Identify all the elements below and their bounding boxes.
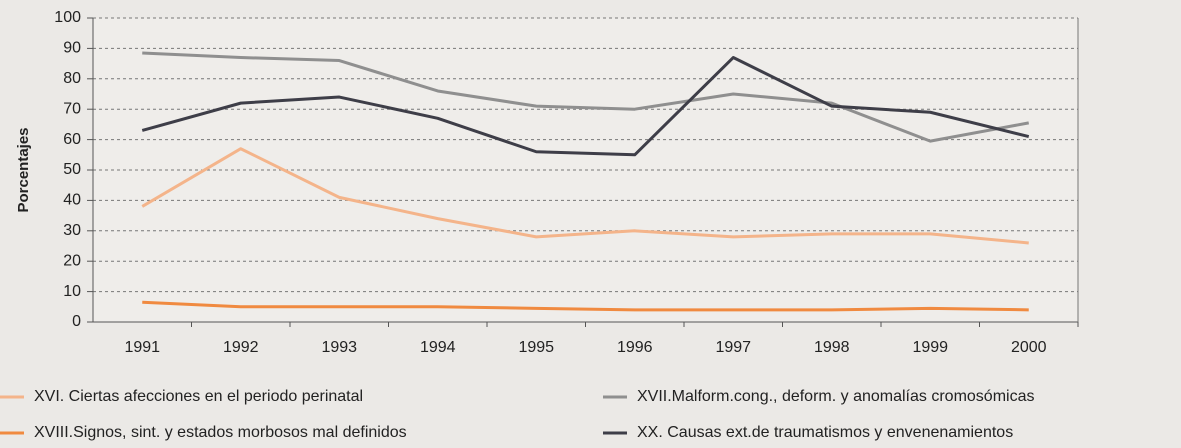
x-tick-label: 2000 — [1011, 339, 1047, 356]
y-tick-label: 0 — [72, 313, 81, 330]
y-tick-label: 100 — [54, 9, 81, 26]
y-tick-label: 60 — [63, 131, 81, 148]
y-axis-label: Porcentajes — [15, 127, 32, 212]
x-tick-label: 1997 — [715, 339, 751, 356]
legend-label: XX. Causas ext.de traumatismos y envenen… — [637, 424, 1013, 441]
legend-label: XVI. Ciertas afecciones en el periodo pe… — [34, 388, 363, 405]
x-tick-label: 1995 — [518, 339, 554, 356]
y-tick-label: 10 — [63, 283, 81, 300]
x-tick-label: 1996 — [617, 339, 653, 356]
series-line — [141, 56, 1030, 157]
x-tick-label: 1999 — [912, 339, 948, 356]
series-line — [142, 51, 1030, 143]
x-tick-label: 1993 — [321, 339, 357, 356]
legend-label: XVII.Malform.cong., deform. y anomalías … — [637, 388, 1034, 405]
y-tick-label: 70 — [63, 100, 81, 117]
y-tick-label: 90 — [63, 40, 81, 57]
x-tick-label: 1992 — [223, 339, 259, 356]
x-tick-label: 1991 — [124, 339, 160, 356]
y-tick-label: 20 — [63, 252, 81, 269]
y-tick-label: 50 — [63, 161, 81, 178]
series-line — [142, 300, 1029, 312]
series-line — [141, 147, 1029, 245]
x-tick-label: 1994 — [420, 339, 456, 356]
y-tick-label: 40 — [63, 192, 81, 209]
y-tick-label: 80 — [63, 70, 81, 87]
legend-label: XVIII.Signos, sint. y estados morbosos m… — [34, 424, 407, 441]
y-tick-label: 30 — [63, 222, 81, 239]
x-tick-label: 1998 — [814, 339, 850, 356]
